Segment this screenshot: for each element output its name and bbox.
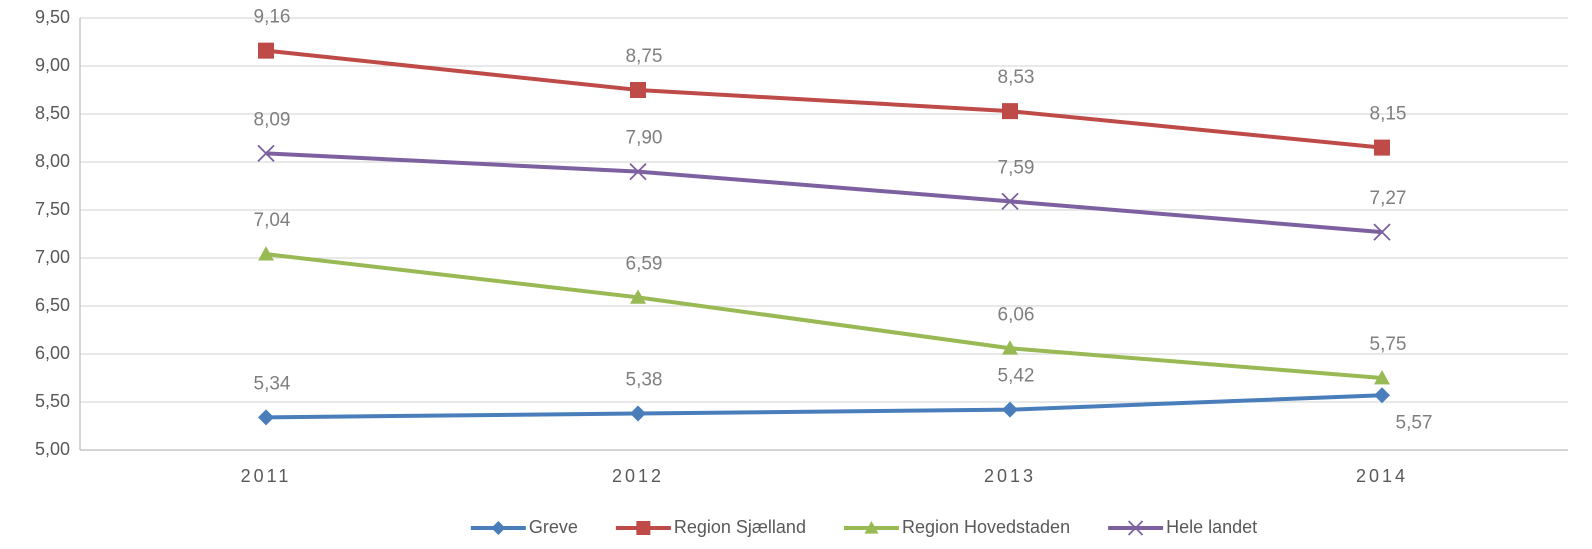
marker [1374, 370, 1390, 385]
legend-label: Hele landet [1166, 517, 1257, 537]
marker [1374, 387, 1390, 404]
y-tick-label: 9,50 [35, 7, 70, 27]
data-label: 8,09 [254, 109, 291, 130]
legend: Greve Region Sjælland Region Hovedstaden He… [470, 517, 1257, 537]
legend-item: Hele landet [1108, 517, 1257, 537]
y-tick-label: 6,50 [35, 295, 70, 315]
data-label: 6,06 [998, 304, 1035, 325]
legend-label: Region Sjælland [674, 517, 806, 537]
x-tick-label: 2013 [984, 466, 1036, 486]
data-label: 8,53 [998, 67, 1035, 88]
data-label: 5,57 [1396, 412, 1433, 433]
marker [258, 42, 274, 59]
legend-item: Region Hovedstaden [843, 517, 1070, 537]
marker [258, 246, 274, 261]
data-label: 7,04 [254, 210, 291, 231]
x-tick-label: 2011 [241, 466, 292, 486]
legend-marker [864, 521, 879, 534]
y-tick-label: 7,50 [35, 199, 70, 219]
data-label: 7,90 [626, 128, 663, 149]
marker [258, 409, 274, 426]
legend-label: Greve [529, 517, 578, 537]
legend-label: Region Hovedstaden [902, 517, 1070, 537]
data-label: 5,34 [254, 373, 291, 394]
marker [629, 162, 647, 181]
data-label: 8,15 [1370, 104, 1407, 125]
x-tick-label: 2012 [612, 466, 664, 486]
legend-item: Region Sjælland [615, 517, 806, 537]
data-label: 5,38 [626, 370, 663, 391]
marker [1002, 103, 1018, 120]
marker [630, 289, 646, 304]
marker [1001, 192, 1019, 210]
y-tick-label: 7,00 [35, 247, 70, 267]
legend-marker [1127, 520, 1144, 536]
data-label: 7,59 [998, 157, 1035, 178]
legend-item: Greve [470, 517, 578, 537]
marker [1373, 223, 1391, 241]
series-line [265, 151, 1383, 235]
y-tick-label: 8,50 [35, 103, 70, 123]
y-tick-label: 9,00 [35, 55, 70, 75]
data-label: 7,27 [1370, 188, 1407, 209]
y-tick-label: 6,00 [35, 343, 70, 363]
data-label: 9,16 [254, 7, 291, 28]
series-line [265, 393, 1383, 420]
data-label: 6,59 [626, 253, 663, 274]
marker [1002, 340, 1018, 355]
series-line [265, 48, 1383, 150]
data-label: 8,75 [626, 46, 663, 67]
y-tick-label: 8,00 [35, 151, 70, 171]
marker [630, 405, 646, 422]
data-label: 5,42 [998, 366, 1035, 387]
data-label: 5,75 [1370, 334, 1407, 355]
legend-marker [491, 521, 506, 535]
marker [1374, 139, 1390, 156]
marker [1002, 401, 1018, 418]
legend-marker [636, 521, 651, 535]
marker [630, 82, 646, 98]
x-tick-label: 2014 [1356, 466, 1408, 486]
series-line [265, 252, 1383, 380]
y-tick-label: 5,00 [35, 439, 70, 459]
y-tick-label: 5,50 [35, 391, 70, 411]
marker [257, 144, 275, 162]
